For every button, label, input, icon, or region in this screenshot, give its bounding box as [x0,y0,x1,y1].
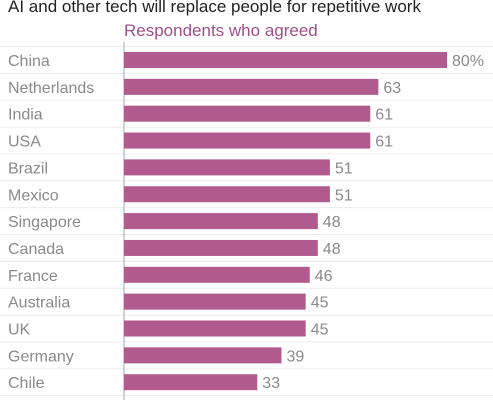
value-label: 45 [311,322,329,339]
bar [124,105,371,122]
category-label: Mexico [8,187,59,204]
category-label: China [8,53,50,70]
value-label: 51 [335,160,353,177]
bar [124,213,318,230]
bar [124,52,447,68]
value-label: 45 [311,295,329,312]
bar [124,266,310,283]
bar [124,159,330,176]
value-label: 61 [375,107,393,124]
chart-title: AI and other tech will replace people fo… [8,0,421,16]
chart-subtitle: Respondents who agreed [124,21,318,40]
value-label: 33 [262,375,280,392]
category-label: Canada [8,241,64,258]
bar [124,239,318,256]
value-label: 46 [315,268,333,285]
value-label: 48 [323,214,341,231]
category-label: Chile [8,375,45,392]
value-label: 39 [286,348,304,365]
bar [124,78,379,95]
value-label: 61 [375,134,393,151]
category-label: Germany [8,348,74,365]
bar [124,293,306,310]
bar [124,186,330,203]
category-label: Australia [8,295,70,312]
value-label: 63 [383,80,401,97]
bar [124,132,371,149]
bar [124,374,258,391]
category-label: Brazil [8,160,48,177]
category-label: UK [8,322,31,339]
value-label: 48 [323,241,341,258]
category-label: USA [8,134,41,151]
bar [124,347,282,364]
bar [124,320,306,337]
value-label: 80% [452,53,484,70]
category-label: France [8,268,58,285]
category-label: Singapore [8,214,81,231]
category-label: India [8,107,43,124]
category-label: Netherlands [8,80,94,97]
value-label: 51 [335,187,353,204]
